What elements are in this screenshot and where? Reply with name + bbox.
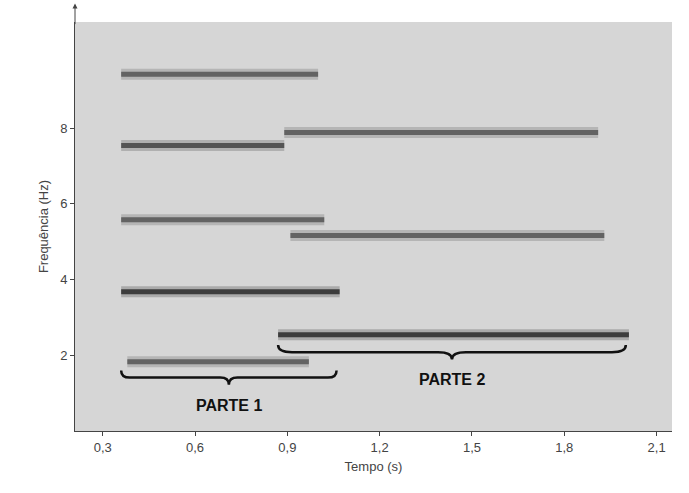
svg-text:6: 6: [60, 196, 67, 211]
svg-text:1,5: 1,5: [463, 440, 481, 455]
svg-text:1,8: 1,8: [555, 440, 573, 455]
svg-text:2: 2: [60, 348, 67, 363]
svg-text:0,3: 0,3: [94, 440, 112, 455]
svg-text:Frequência (Hz): Frequência (Hz): [36, 180, 51, 273]
svg-text:PARTE 2: PARTE 2: [419, 371, 485, 388]
svg-text:0,9: 0,9: [278, 440, 296, 455]
svg-text:PARTE 1: PARTE 1: [196, 397, 262, 414]
svg-text:1,2: 1,2: [371, 440, 389, 455]
svg-text:2,1: 2,1: [648, 440, 666, 455]
svg-text:8: 8: [60, 121, 67, 136]
svg-text:0,6: 0,6: [186, 440, 204, 455]
svg-text:Tempo (s): Tempo (s): [345, 459, 403, 474]
svg-text:4: 4: [60, 272, 67, 287]
